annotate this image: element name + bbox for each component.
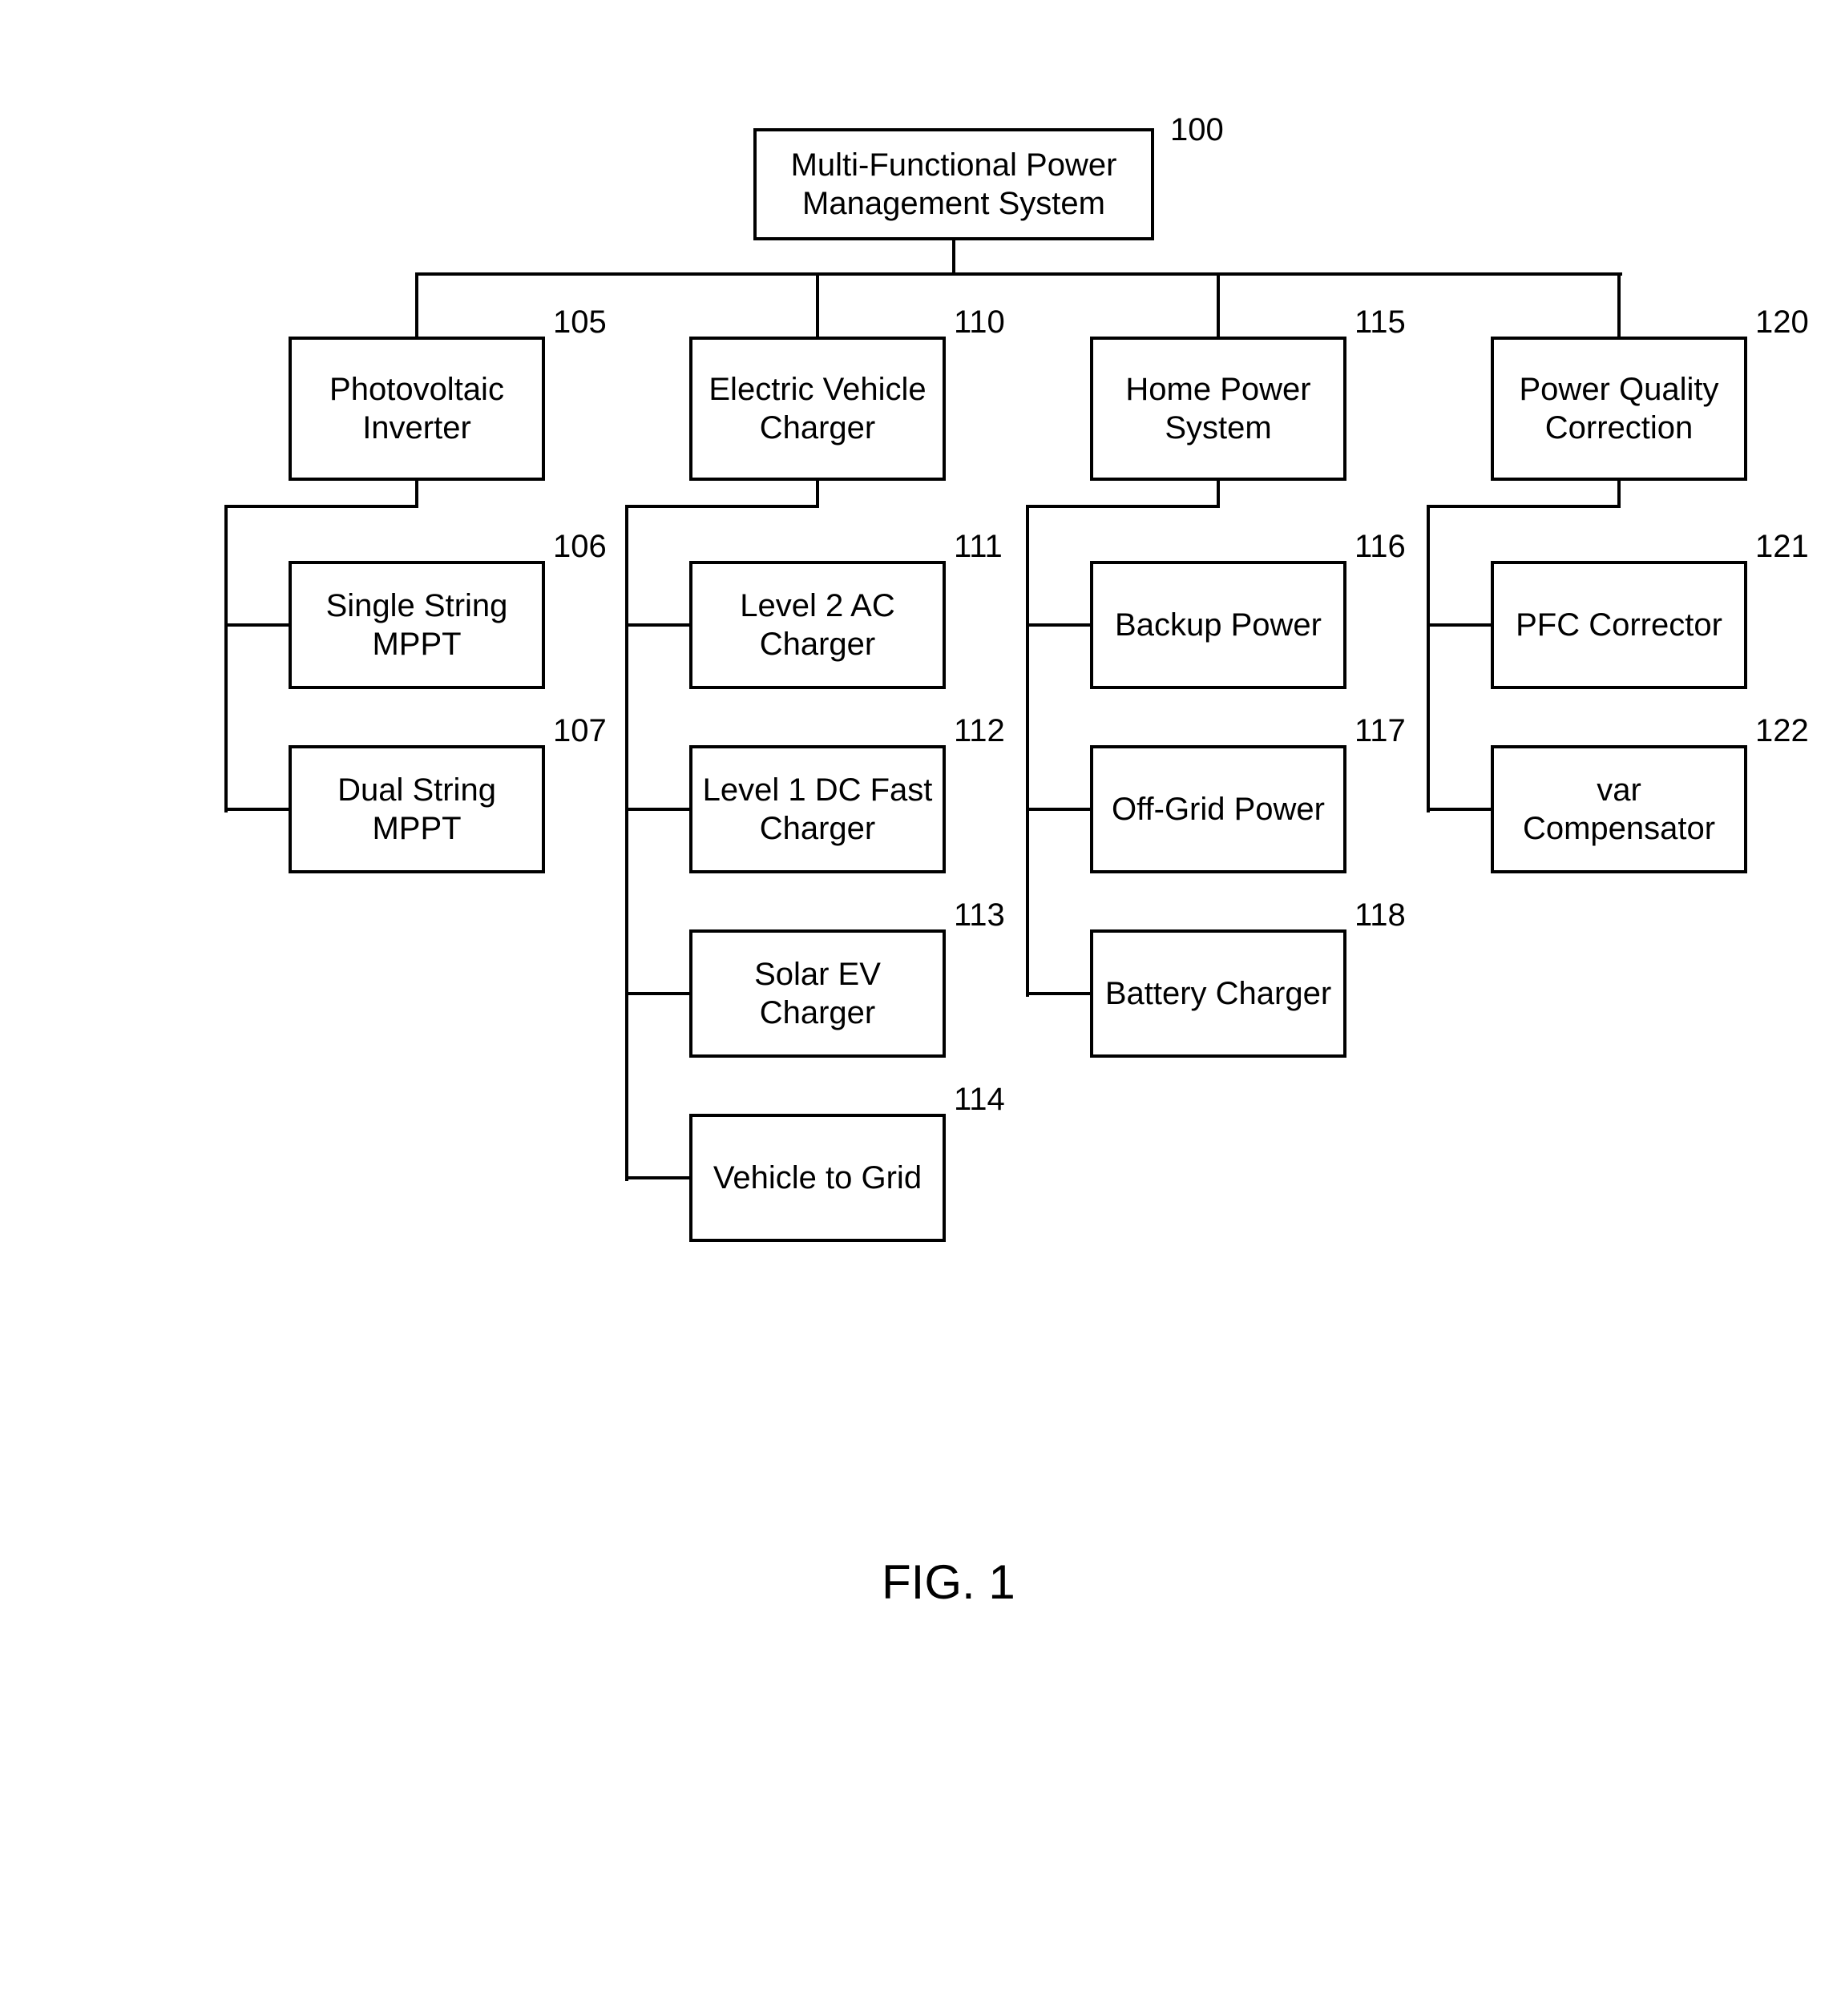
root-box: Multi-Functional Power Management System [753, 128, 1154, 240]
child-box: Off-Grid Power [1090, 745, 1346, 873]
connector [224, 505, 418, 508]
child-box: Dual String MPPT [289, 745, 545, 873]
connector [625, 505, 819, 508]
connector [1026, 992, 1090, 995]
child-ref: 112 [954, 713, 1005, 749]
figure-label: FIG. 1 [882, 1554, 1015, 1610]
child-ref: 117 [1354, 713, 1406, 749]
branch-ref: 110 [954, 304, 1005, 341]
connector [1026, 505, 1220, 508]
connector [625, 808, 689, 811]
branch-ref: 105 [553, 304, 607, 341]
connector [224, 505, 228, 812]
child-ref: 106 [553, 529, 607, 565]
child-box: Backup Power [1090, 561, 1346, 689]
connector [415, 481, 418, 505]
connector [625, 992, 689, 995]
child-box: Single String MPPT [289, 561, 545, 689]
child-ref: 111 [954, 529, 1003, 565]
child-ref: 113 [954, 897, 1005, 933]
branch-box: Power Quality Correction [1491, 337, 1747, 481]
branch-box: Electric Vehicle Charger [689, 337, 946, 481]
child-box: var Compensator [1491, 745, 1747, 873]
branch-box: Home Power System [1090, 337, 1346, 481]
connector [1427, 505, 1621, 508]
child-ref: 122 [1755, 713, 1809, 749]
connector [952, 240, 955, 272]
connector [1427, 808, 1491, 811]
connector [625, 623, 689, 627]
connector [816, 481, 819, 505]
connector [1026, 505, 1029, 997]
connector [417, 272, 1622, 276]
connector [1026, 808, 1090, 811]
child-box: Solar EV Charger [689, 929, 946, 1058]
child-box: Vehicle to Grid [689, 1114, 946, 1242]
child-box: Battery Charger [1090, 929, 1346, 1058]
connector [1427, 505, 1430, 812]
connector [224, 623, 289, 627]
connector [1217, 481, 1220, 505]
connector [1617, 481, 1621, 505]
connector [816, 272, 819, 337]
connector [415, 272, 418, 337]
connector [1617, 272, 1621, 337]
branch-ref: 120 [1755, 304, 1809, 341]
connector [625, 505, 628, 1181]
connector [1427, 623, 1491, 627]
root-ref: 100 [1170, 112, 1224, 148]
child-box: PFC Corrector [1491, 561, 1747, 689]
child-ref: 118 [1354, 897, 1406, 933]
child-box: Level 2 AC Charger [689, 561, 946, 689]
connector [224, 808, 289, 811]
child-ref: 107 [553, 713, 607, 749]
child-ref: 121 [1755, 529, 1809, 565]
child-box: Level 1 DC Fast Charger [689, 745, 946, 873]
child-ref: 116 [1354, 529, 1406, 565]
connector [1026, 623, 1090, 627]
child-ref: 114 [954, 1082, 1005, 1118]
branch-box: Photovoltaic Inverter [289, 337, 545, 481]
connector [1217, 272, 1220, 337]
branch-ref: 115 [1354, 304, 1406, 341]
connector [625, 1176, 689, 1179]
diagram-canvas: Multi-Functional Power Management System… [32, 32, 1845, 1984]
